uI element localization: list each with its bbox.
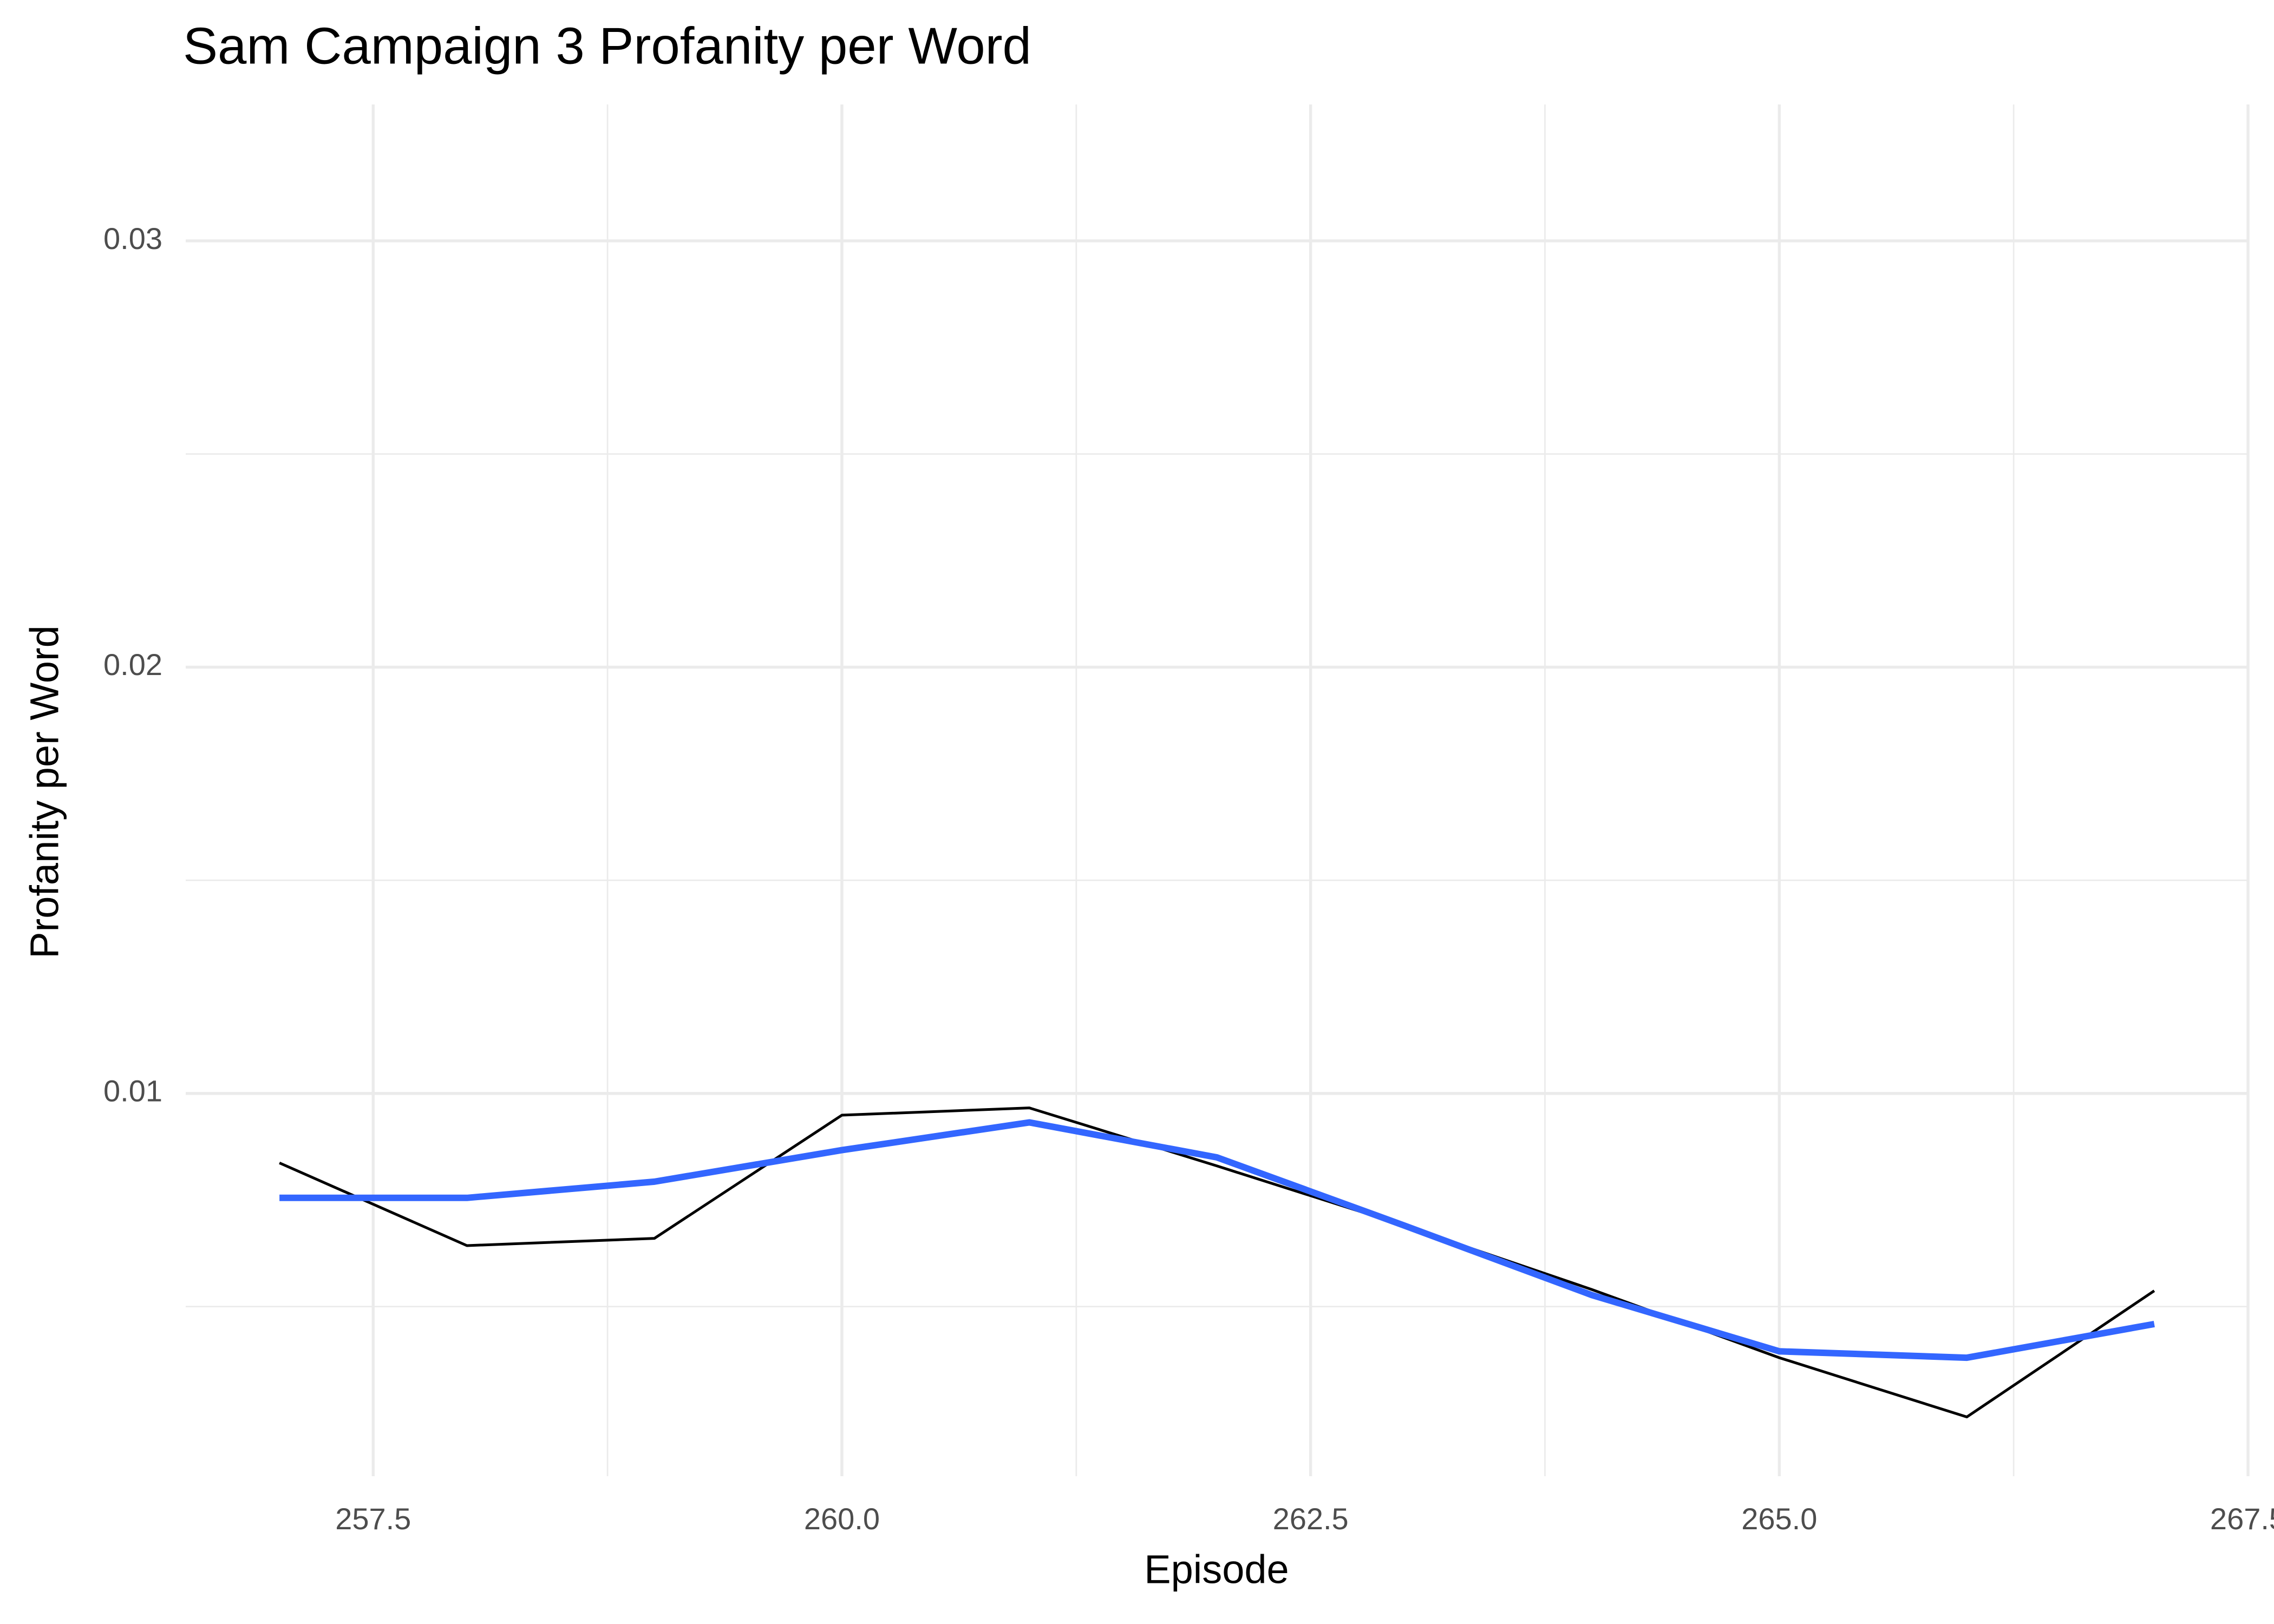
x-tick-label: 260.0 <box>804 1502 880 1536</box>
x-tick-label: 265.0 <box>1741 1502 1817 1536</box>
y-tick-label: 0.01 <box>103 1074 162 1108</box>
x-tick-label: 262.5 <box>1273 1502 1349 1536</box>
y-axis-title: Profanity per Word <box>22 625 67 959</box>
x-tick-label: 257.5 <box>335 1502 411 1536</box>
x-axis-title: Episode <box>1144 1547 1289 1592</box>
grid <box>186 104 2250 1476</box>
x-tick-label: 267.5 <box>2210 1502 2274 1536</box>
line <box>279 1106 2155 1419</box>
y-tick-label: 0.02 <box>103 647 162 682</box>
y-tick-label: 0.03 <box>103 221 162 256</box>
chart-title: Sam Campaign 3 Profanity per Word <box>183 17 1031 75</box>
plot-area <box>279 1106 2155 1419</box>
line <box>279 1119 2155 1361</box>
